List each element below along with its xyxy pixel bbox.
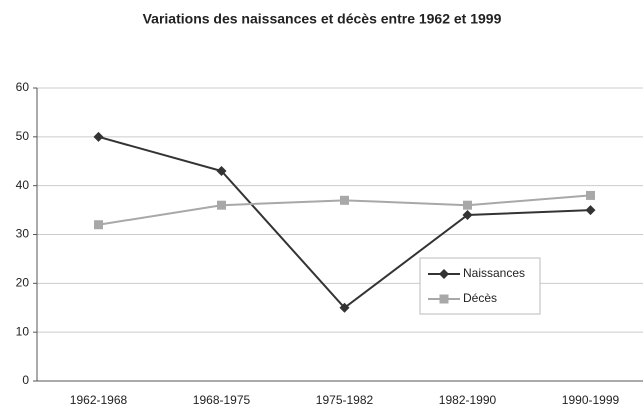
legend-label: Naissances bbox=[463, 266, 525, 280]
chart-title: Variations des naissances et décès entre… bbox=[143, 11, 502, 27]
y-tick-label: 10 bbox=[16, 324, 30, 338]
marker bbox=[585, 205, 596, 216]
y-tick-label: 60 bbox=[16, 80, 30, 94]
x-tick-label: 1968-1975 bbox=[193, 393, 251, 407]
y-tick-label: 20 bbox=[16, 276, 30, 290]
marker bbox=[339, 302, 350, 313]
legend-box bbox=[419, 257, 541, 315]
marker bbox=[93, 131, 104, 142]
marker bbox=[217, 200, 226, 210]
x-tick-label: 1982-1990 bbox=[439, 393, 497, 407]
y-tick-label: 0 bbox=[22, 373, 29, 387]
marker bbox=[463, 200, 472, 210]
marker bbox=[94, 220, 103, 230]
x-tick-label: 1962-1968 bbox=[70, 393, 128, 407]
marker bbox=[340, 195, 349, 205]
y-tick-label: 30 bbox=[16, 227, 30, 241]
legend-label: Décès bbox=[463, 291, 497, 305]
marker bbox=[216, 166, 227, 177]
x-tick-label: 1990-1999 bbox=[562, 393, 620, 407]
x-tick-label: 1975-1982 bbox=[316, 393, 374, 407]
marker bbox=[462, 209, 473, 220]
marker bbox=[439, 294, 449, 304]
y-tick-label: 40 bbox=[16, 178, 30, 192]
y-tick-label: 50 bbox=[16, 129, 30, 143]
marker bbox=[586, 190, 595, 200]
marker bbox=[439, 269, 449, 279]
